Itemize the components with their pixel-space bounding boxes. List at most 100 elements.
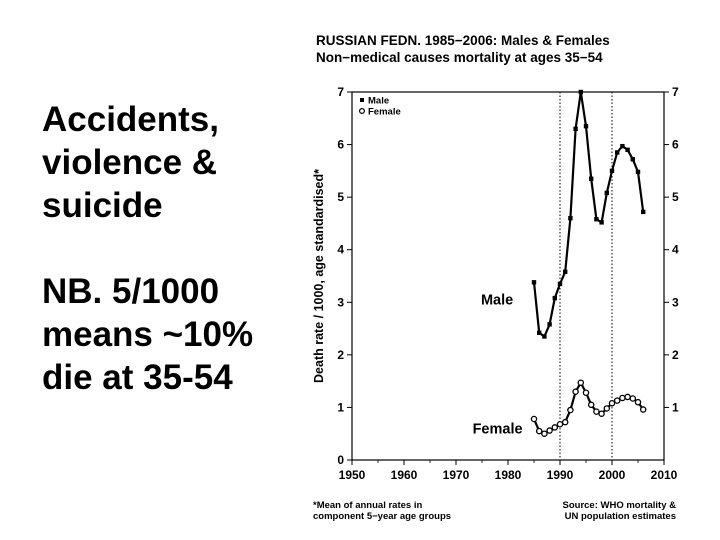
series-line-female: [532, 381, 645, 435]
point-female-2003: [624, 393, 631, 401]
y-right-tick-label-1: 1: [672, 400, 679, 414]
legend-label-female: Female: [368, 107, 401, 118]
y-tick-label-7: 7: [337, 85, 344, 99]
point-female-1999: [603, 405, 611, 412]
point-female-2005: [634, 398, 642, 406]
source-line-1: Source: WHO mortality &: [562, 500, 677, 511]
series-male: [531, 89, 646, 339]
point-female-1992: [567, 406, 574, 414]
slide-text: Accidents, violence & suicide NB. 5/1000…: [42, 98, 312, 399]
point-male-1999: [604, 190, 609, 196]
point-male-1995: [583, 123, 589, 129]
point-male-1998: [599, 220, 604, 225]
x-tick-label-1960: 1960: [391, 468, 418, 482]
point-female-2006: [639, 406, 647, 413]
point-male-2005: [635, 169, 641, 175]
y-tick-label-0: 0: [337, 453, 344, 467]
point-female-1991: [561, 418, 569, 426]
source-note: Source: WHO mortality & UN population es…: [563, 500, 677, 522]
point-female-1995: [582, 389, 590, 396]
x-tick-label-1980: 1980: [495, 468, 522, 482]
point-male-1991: [563, 269, 568, 274]
legend-marker-male: [360, 98, 364, 102]
point-male-2004: [630, 157, 635, 162]
chart-title-block: RUSSIAN FEDN. 1985−2006: Males & Females…: [316, 32, 716, 66]
y-tick-label-5: 5: [337, 190, 344, 204]
y-right-tick-label-2: 2: [672, 348, 679, 362]
point-female-1985: [530, 415, 538, 423]
y-tick-label-1: 1: [337, 400, 344, 414]
y-right-tick-label-4: 4: [672, 243, 679, 257]
point-male-1990: [557, 281, 563, 287]
footnote-line-2: component 5−year age groups: [313, 511, 452, 522]
point-female-1986: [535, 427, 543, 435]
y-tick-label-3: 3: [337, 295, 344, 309]
plot-frame: [351, 91, 665, 461]
note-line-3: die at 35-54: [42, 358, 233, 397]
point-male-2003: [625, 147, 630, 153]
x-tick-label-2010: 2010: [651, 468, 678, 482]
x-tick-label-1970: 1970: [443, 468, 470, 482]
y-right-tick-label-7: 7: [672, 85, 679, 99]
y-tick-label-2: 2: [337, 348, 344, 362]
series-female: [530, 379, 647, 437]
y-right-tick-label-6: 6: [672, 138, 679, 152]
point-female-2001: [613, 397, 621, 404]
point-male-1994: [578, 89, 583, 95]
legend-marker-female: [359, 107, 366, 114]
point-female-2004: [629, 395, 637, 402]
note-line-2: means ~10%: [42, 315, 254, 354]
point-female-2002: [619, 394, 626, 402]
point-male-2006: [641, 209, 646, 215]
point-male-1987: [542, 334, 547, 339]
point-female-1990: [556, 421, 564, 428]
point-female-1993: [572, 388, 579, 395]
point-male-1996: [589, 176, 594, 181]
point-female-1987: [541, 430, 548, 437]
point-female-1994: [577, 379, 585, 386]
reference-lines: [559, 92, 613, 460]
point-female-1998: [598, 410, 605, 417]
point-male-1988: [547, 322, 552, 327]
note-line-1: NB. 5/1000: [42, 272, 220, 311]
x-tick-label-2000: 2000: [599, 468, 626, 482]
y-right-tick-label-3: 3: [672, 295, 679, 309]
point-male-2002: [620, 143, 625, 149]
heading-line-2: violence &: [42, 143, 218, 182]
annotation-layer: Male Female: [473, 293, 523, 438]
point-male-2000: [609, 168, 615, 174]
axes-layer: 1950 1960 1970 1980 1990 2000 2010 0 1 2 3 4 5 6 7 1 2 3 4…: [312, 85, 679, 482]
x-tick-label-1950: 1950: [339, 468, 366, 482]
point-male-1992: [568, 215, 573, 221]
y-right-tick-label-5: 5: [672, 190, 679, 204]
point-female-1996: [587, 401, 595, 409]
point-female-2000: [608, 399, 616, 407]
point-male-1989: [552, 295, 557, 301]
heading-line-3: suicide: [42, 186, 163, 225]
point-male-1986: [537, 330, 542, 335]
point-female-1988: [546, 427, 553, 434]
y-tick-label-6: 6: [337, 138, 344, 152]
annotation-male: Male: [481, 293, 513, 309]
chart-subtitle: Non−medical causes mortality at ages 35−…: [316, 50, 603, 65]
series-line-male: [532, 90, 645, 338]
legend-label-male: Male: [368, 96, 389, 107]
point-male-1985: [531, 280, 537, 285]
point-male-1997: [594, 217, 599, 222]
y-tick-label-4: 4: [337, 243, 344, 257]
chart-title: RUSSIAN FEDN. 1985−2006: Males & Females: [316, 33, 610, 48]
point-male-2001: [615, 150, 620, 155]
point-female-1989: [551, 424, 559, 431]
footnote-line-1: *Mean of annual rates in: [313, 500, 423, 511]
point-female-1997: [593, 408, 600, 415]
y-axis-label: Death rate / 1000, age standardised*: [312, 169, 326, 383]
annotation-female: Female: [473, 421, 523, 437]
point-male-1993: [573, 126, 578, 131]
footnote: *Mean of annual rates in component 5−yea…: [313, 500, 451, 522]
source-line-2: UN population estimates: [564, 511, 676, 522]
series-layer: [530, 89, 647, 437]
heading-line-1: Accidents,: [42, 100, 219, 139]
x-tick-label-1990: 1990: [547, 468, 574, 482]
